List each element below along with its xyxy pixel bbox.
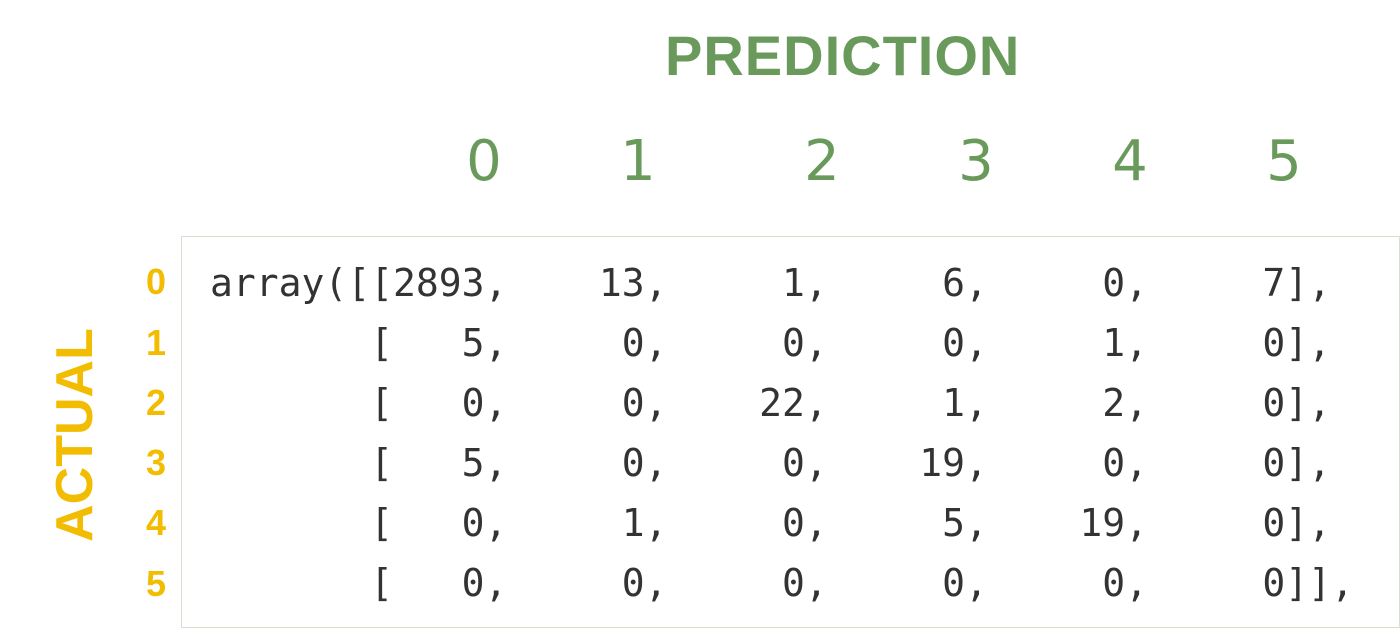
matrix-row-2: [ 0, 0, 22, 1, 2, 0],	[210, 381, 1332, 425]
actual-label-2: 2	[145, 382, 167, 423]
prediction-label-2: 2	[804, 129, 840, 194]
prediction-label-0: 0	[466, 129, 502, 194]
actual-label-1: 1	[145, 322, 167, 363]
prediction-label-3: 3	[958, 129, 994, 194]
actual-axis-title-text: ACTUAL	[46, 328, 104, 542]
prediction-axis-title: PREDICTION	[665, 24, 1021, 87]
actual-axis-title: ACTUAL	[35, 328, 115, 542]
prediction-label-4: 4	[1112, 129, 1148, 194]
matrix-row-1: [ 5, 0, 0, 0, 1, 0],	[210, 321, 1332, 365]
matrix-row-0: array([[2893, 13, 1, 6, 0, 7],	[210, 261, 1332, 305]
actual-label-5: 5	[145, 563, 167, 604]
confusion-matrix-output-box	[181, 236, 1400, 628]
matrix-row-5: [ 0, 0, 0, 0, 0, 0]],	[210, 561, 1354, 605]
actual-label-4: 4	[145, 502, 167, 543]
prediction-label-5: 5	[1266, 129, 1302, 194]
actual-label-0: 0	[145, 261, 167, 302]
prediction-label-1: 1	[620, 129, 656, 194]
matrix-row-3: [ 5, 0, 0, 19, 0, 0],	[210, 441, 1332, 485]
matrix-row-4: [ 0, 1, 0, 5, 19, 0],	[210, 501, 1332, 545]
actual-label-3: 3	[145, 442, 167, 483]
